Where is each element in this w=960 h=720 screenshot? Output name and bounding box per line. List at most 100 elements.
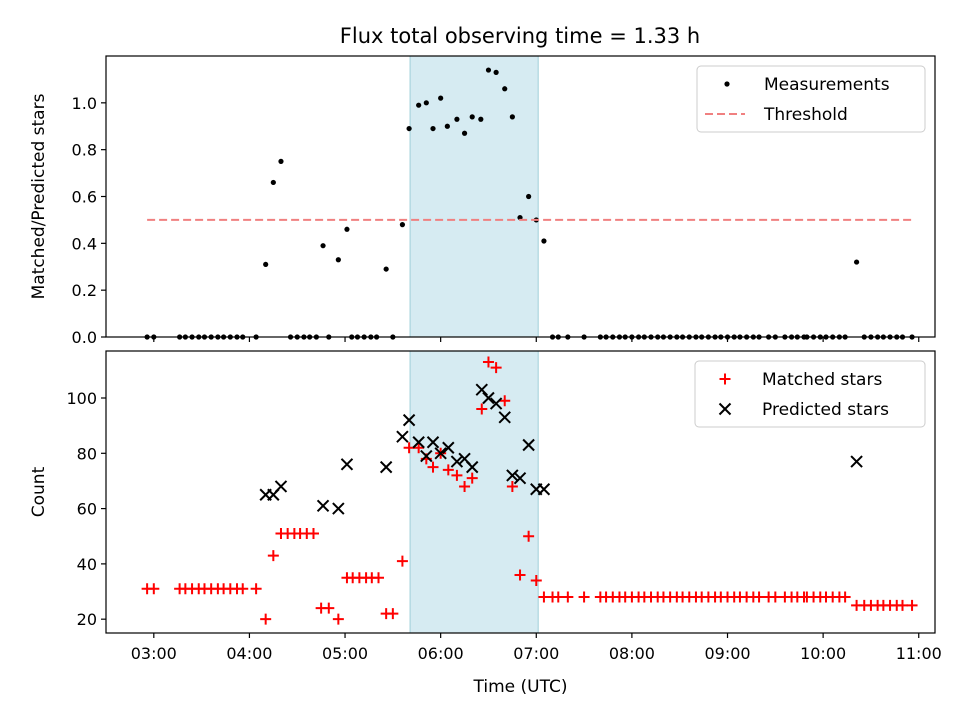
x-tick-label: 04:00	[226, 644, 272, 663]
predicted-star-point	[450, 455, 464, 468]
matched-star-point	[237, 583, 249, 595]
predicted-star-point	[537, 483, 551, 496]
matched-star-point	[482, 356, 494, 368]
measurement-point	[320, 243, 326, 249]
legend: Measurements Threshold	[696, 65, 926, 133]
matched-star-point	[373, 572, 385, 584]
bottom-panel-counts: 20 40 60 80 100 03:00 04:00 05:00 06:00 07:00 08:0…	[29, 350, 942, 697]
legend-marker-swatch	[724, 81, 730, 87]
predicted-star-point	[475, 383, 488, 396]
measurement-point	[509, 114, 515, 120]
legend-marker-swatch	[718, 402, 732, 416]
measurement-point	[478, 116, 484, 122]
matched-star-point	[769, 591, 781, 603]
matched-star-point	[442, 464, 454, 476]
legend-label: Threshold	[763, 105, 848, 125]
measurement-point	[270, 179, 276, 186]
y-tick-label: 0.6	[72, 188, 97, 207]
legend-label: Measurements	[764, 75, 890, 95]
measurement-point	[399, 222, 406, 228]
x-tick-label: 07:00	[513, 644, 559, 663]
measurement-point	[383, 266, 389, 272]
x-tick-label: 10:00	[800, 644, 846, 663]
measurement-point	[502, 86, 508, 92]
matched-star-point	[387, 608, 399, 620]
predicted-star-point	[396, 430, 409, 443]
x-tick-label: 09:00	[704, 644, 750, 663]
measurement-point	[263, 261, 269, 268]
measurement-point	[454, 116, 460, 122]
measurement-point	[430, 125, 436, 132]
predicted-star-point	[412, 436, 425, 449]
measurement-point	[406, 125, 412, 132]
measurement-point	[541, 238, 547, 244]
matched-star-point	[307, 527, 319, 539]
predicted-star-point	[442, 441, 455, 454]
matched-star-point	[562, 591, 574, 603]
matched-star-point	[466, 472, 478, 484]
x-tick-label: 03:00	[131, 644, 177, 663]
matched-star-point	[523, 530, 535, 542]
y-axis-label: Count	[29, 466, 49, 517]
predicted-star-point	[426, 436, 440, 449]
top-panel-measurements: 0.0 0.2 0.4 0.6 0.8 1.0 Matched/Predicted star…	[29, 55, 936, 347]
measurement-point	[423, 100, 429, 106]
measurement-point	[344, 226, 350, 232]
x-axis-label: Time (UTC)	[473, 677, 568, 697]
matched-star-point	[896, 599, 908, 611]
measurement-point	[853, 259, 860, 265]
predicted-star-point	[489, 397, 503, 410]
highlight-span	[409, 55, 539, 338]
predicted-star-point	[434, 447, 447, 460]
y-tick-label: 0.2	[72, 281, 97, 300]
predicted-star-point	[513, 471, 527, 485]
measurement-point	[278, 158, 284, 164]
predicted-star-point	[332, 502, 345, 515]
legend-box	[696, 65, 926, 133]
measurement-point	[416, 102, 422, 108]
legend-label: Matched stars	[762, 370, 882, 390]
matched-star-point	[906, 599, 918, 611]
matched-star-point	[148, 583, 160, 595]
matched-star-point	[753, 591, 765, 603]
matched-star-point	[323, 602, 335, 614]
y-axis-label: Matched/Predicted stars	[29, 93, 49, 299]
x-tick-label: 08:00	[609, 644, 655, 663]
legend-marker-swatch	[719, 373, 731, 385]
matched-star-point	[476, 403, 488, 415]
measurement-point	[485, 67, 492, 73]
predicted-star-point	[466, 460, 479, 474]
y-tick-label: 20	[77, 610, 97, 629]
predicted-star-point	[274, 480, 288, 493]
x-tick-label: 06:00	[418, 644, 464, 663]
measurement-point	[444, 123, 450, 129]
matched-star-point	[451, 469, 463, 481]
predicted-star-point	[340, 458, 354, 471]
predicted-star-point	[498, 411, 511, 424]
matched-star-point	[578, 591, 590, 603]
legend-box	[694, 360, 926, 428]
y-tick-label: 60	[77, 500, 97, 519]
figure-title: Flux total observing time = 1.33 h	[340, 24, 700, 48]
matched-star-point	[552, 591, 564, 603]
legend: Matched stars Predicted stars	[694, 360, 926, 428]
y-tick-label: 80	[77, 444, 97, 463]
matched-star-point	[506, 480, 518, 492]
matched-star-point	[839, 591, 851, 603]
legend-label: Predicted stars	[762, 400, 889, 420]
matched-star-point	[514, 569, 526, 581]
x-tick-label: 11:00	[896, 644, 942, 663]
matched-star-point	[530, 574, 542, 586]
predicted-star-point	[420, 449, 433, 463]
measurement-point	[493, 69, 499, 75]
y-tick-label: 0.0	[72, 328, 97, 347]
matched-star-point	[260, 613, 272, 625]
matched-star-point	[490, 362, 502, 374]
measurement-point	[517, 214, 523, 221]
matched-star-point	[250, 583, 262, 595]
predicted-star-point	[850, 455, 863, 468]
matched-star-point	[413, 442, 425, 454]
y-tick-label: 1.0	[72, 94, 97, 113]
matched-star-point	[396, 555, 408, 567]
